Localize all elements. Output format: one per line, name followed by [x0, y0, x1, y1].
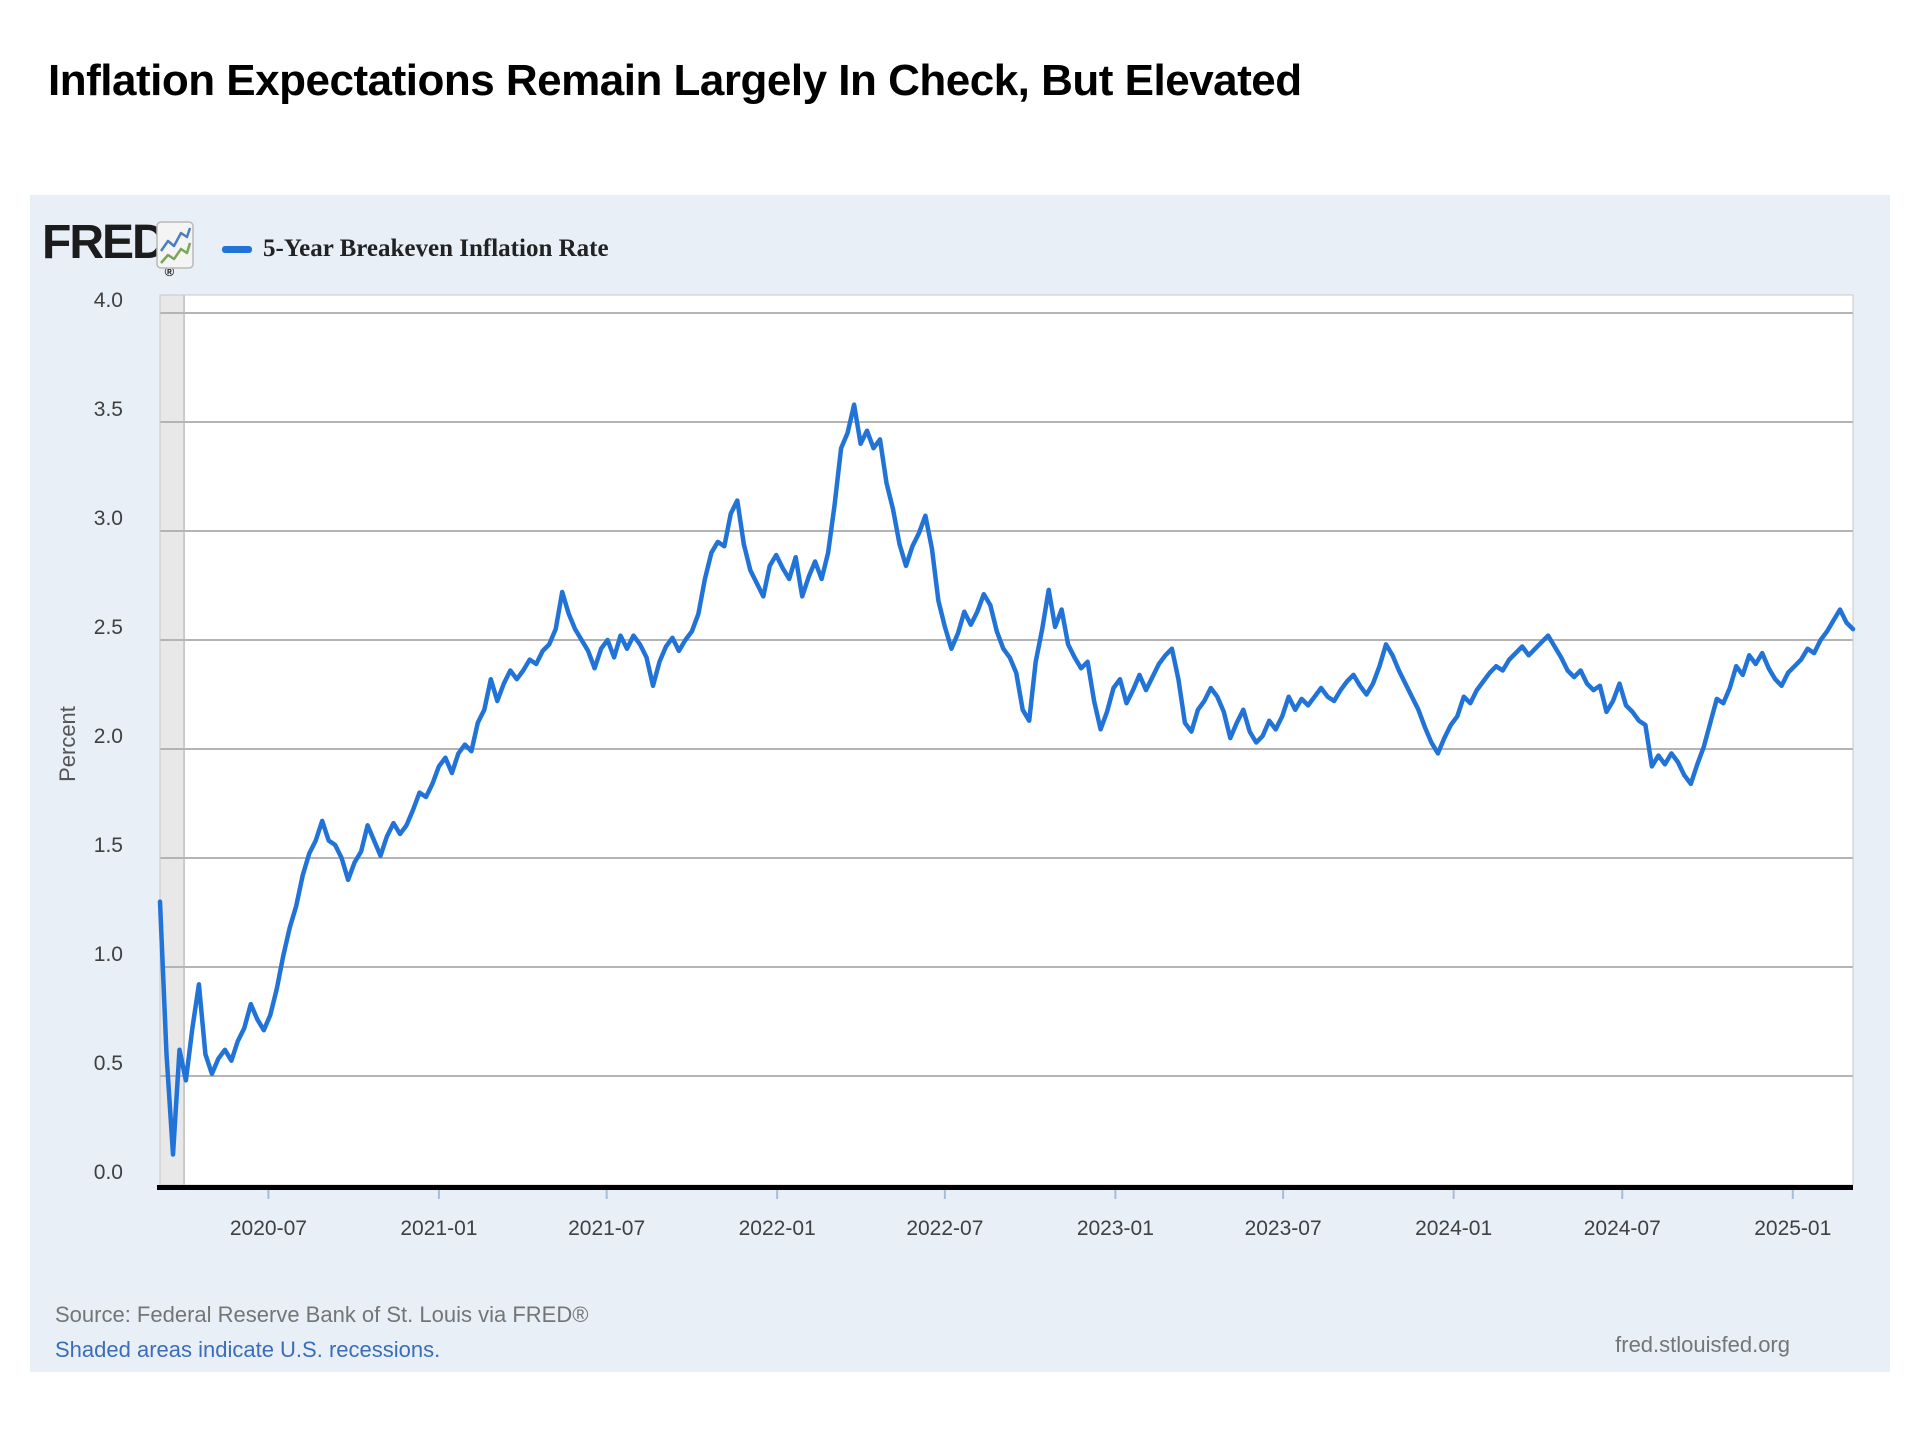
chart-svg: 0.0 0.5 1.0 1.5 2.0 2.5 3.0 3.5 4.0 2020-07 2021-0… [94, 289, 1856, 1240]
fred-site-url: fred.stlouisfed.org [1615, 1332, 1790, 1357]
y-tick-label: 3.5 [94, 398, 123, 421]
y-tick-label: 3.0 [94, 507, 123, 530]
x-tick-label: 2023-01 [1077, 1217, 1154, 1240]
y-tick-label: 0.0 [94, 1161, 123, 1184]
page-title: Inflation Expectations Remain Largely In… [48, 56, 1302, 105]
series-line-5y-breakeven [157, 402, 1856, 1157]
fred-chart-panel: 0.0 0.5 1.0 1.5 2.0 2.5 3.0 3.5 4.0 2020-07 2021-0… [30, 195, 1890, 1372]
x-tick-label: 2022-01 [739, 1217, 816, 1240]
x-tick-label: 2021-07 [568, 1217, 645, 1240]
y-tick-label: 2.0 [94, 725, 123, 748]
x-axis-line [157, 1185, 1853, 1190]
x-tick-label: 2025-01 [1754, 1217, 1831, 1240]
gridlines [160, 312, 1853, 1077]
y-tick-label: 0.5 [94, 1052, 123, 1075]
x-tick-label: 2023-07 [1245, 1217, 1322, 1240]
x-tick-label: 2021-01 [400, 1217, 477, 1240]
legend-series-label: 5-Year Breakeven Inflation Rate [263, 235, 609, 262]
y-tick-label: 1.0 [94, 943, 123, 966]
y-tick-label: 2.5 [94, 616, 123, 639]
source-text: Source: Federal Reserve Bank of St. Loui… [55, 1302, 589, 1327]
chart-legend: 5-Year Breakeven Inflation Rate [222, 235, 609, 263]
y-tick-label: 1.5 [94, 834, 123, 857]
registered-mark: ® [164, 264, 175, 279]
x-tick-label: 2024-01 [1415, 1217, 1492, 1240]
fred-logo: FRED® [42, 216, 175, 279]
plot-area [160, 295, 1853, 1185]
y-axis-title: Percent [55, 706, 80, 782]
source-block: Source: Federal Reserve Bank of St. Loui… [55, 1297, 588, 1367]
y-axis-labels: 0.0 0.5 1.0 1.5 2.0 2.5 3.0 3.5 4.0 [94, 289, 123, 1184]
y-tick-label: 4.0 [94, 289, 123, 312]
x-tick-label: 2024-07 [1584, 1217, 1661, 1240]
x-axis-labels: 2020-07 2021-01 2021-07 2022-01 2022-07 2023-… [230, 1185, 1831, 1240]
legend-line-swatch [222, 245, 252, 253]
recession-note-link[interactable]: Shaded areas indicate U.S. recessions. [55, 1337, 441, 1362]
x-tick-label: 2020-07 [230, 1217, 307, 1240]
fred-logo-chart-icon [156, 221, 194, 269]
x-tick-label: 2022-07 [906, 1217, 983, 1240]
